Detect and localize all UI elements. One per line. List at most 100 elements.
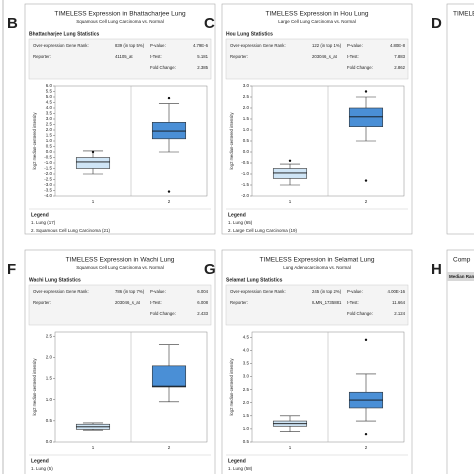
y-tick-label: 0.5: [243, 138, 250, 143]
y-tick-label: 1.0: [243, 127, 250, 132]
outlier: [167, 190, 171, 193]
x-tick-label: 1: [92, 199, 95, 204]
stat-value: 2.862: [394, 65, 405, 70]
stat-value: 2.433: [197, 311, 208, 316]
stat-value: 11.664: [392, 300, 405, 305]
y-tick-label: 0.0: [46, 149, 53, 154]
y-tick-label: -1.0: [241, 171, 249, 176]
stat-label: t-Test:: [347, 54, 359, 59]
stat-value: 7.883: [394, 54, 405, 59]
chart-title: TIMELESS Expression in Bhattacharjee Lun…: [54, 11, 186, 18]
box: [272, 168, 308, 179]
y-tick-label: 4.5: [46, 100, 53, 105]
outlier: [167, 96, 171, 100]
box: [75, 157, 111, 169]
y-tick-label: -0.5: [241, 160, 249, 165]
y-axis-label: log2 median-centered intensity: [32, 112, 37, 170]
stats-box: [28, 284, 212, 326]
stat-value: 5.181: [197, 54, 208, 59]
legend-title: Legend: [31, 458, 49, 464]
stat-label: t-Test:: [150, 54, 162, 59]
stats-box: [225, 38, 409, 80]
y-tick-label: 0.0: [46, 439, 53, 444]
stat-value: 4.80E-8: [390, 43, 406, 48]
y-tick-label: 1.5: [243, 116, 250, 121]
legend-entry: 1. Lung (5): [31, 466, 53, 471]
chart-subtitle: Squamous Cell Lung Carcinoma vs. Normal: [76, 19, 164, 24]
y-tick-label: 2.5: [243, 387, 250, 392]
y-tick-label: 3.0: [243, 83, 250, 88]
stat-label: t-Test:: [150, 300, 162, 305]
stat-label: t-Test:: [347, 300, 359, 305]
outlier: [364, 90, 368, 93]
stat-value: 6.008: [197, 300, 208, 305]
stat-label: P-value:: [150, 289, 166, 294]
box: [348, 107, 384, 128]
y-tick-label: 6.0: [46, 83, 53, 88]
y-tick-label: -4.0: [44, 193, 52, 198]
y-tick-label: 2.5: [46, 122, 53, 127]
legend-entry: 1. Lung (65): [228, 220, 253, 225]
stat-value: 203046_s_at: [115, 300, 141, 305]
y-tick-label: 2.0: [243, 400, 250, 405]
x-tick-label: 2: [365, 445, 368, 450]
stat-value: 41105_at: [115, 54, 133, 59]
chart-title: TIMELESS Expression in Wachi Lung: [66, 257, 175, 264]
outlier: [288, 159, 292, 162]
legend-entry: 1. Lung (17): [31, 220, 56, 225]
partial-text: Comp: [453, 257, 471, 264]
box: [151, 365, 187, 388]
stat-value: 203046_s_at: [312, 54, 338, 59]
stats-box: [225, 284, 409, 326]
stats-title: Hou Lung Statistics: [226, 31, 273, 37]
y-tick-label: 1.5: [46, 133, 53, 138]
partial-extra: Median Rank: [449, 274, 474, 279]
stat-label: P-value:: [347, 289, 363, 294]
legend-entry: 2. Squamous Cell Lung Carcinoma (21): [31, 228, 111, 233]
chart-subtitle: Squamous Cell Lung Carcinoma vs. Normal: [76, 265, 164, 270]
x-tick-label: 1: [289, 199, 292, 204]
y-tick-label: 1.5: [243, 413, 250, 418]
panel-letter: F: [7, 261, 16, 278]
stat-label: Reporter:: [33, 300, 51, 305]
panel-letter: D: [431, 15, 442, 32]
x-tick-label: 2: [365, 199, 368, 204]
y-tick-label: -2.0: [44, 171, 52, 176]
stat-label: Over-expression Gene Rank:: [33, 43, 89, 48]
stat-value: 4.79E-6: [193, 43, 209, 48]
y-tick-label: 2.0: [243, 105, 250, 110]
x-tick-label: 1: [289, 445, 292, 450]
chart-subtitle: Lung Adenocarcinoma vs. Normal: [283, 265, 351, 270]
y-tick-label: 2.5: [243, 94, 250, 99]
chart-subtitle: Large Cell Lung Carcinoma vs. Normal: [278, 19, 356, 24]
panel-letter: C: [204, 15, 215, 32]
y-tick-label: 5.5: [46, 89, 53, 94]
y-tick-label: 2.5: [46, 333, 53, 338]
stat-value: 839 (in top 5%): [115, 43, 145, 48]
y-tick-label: -3.0: [44, 182, 52, 187]
stat-label: Fold Change:: [347, 311, 373, 316]
stat-value: 6.004: [197, 289, 208, 294]
stat-label: Fold Change:: [150, 311, 176, 316]
stat-value: 122 (in top 1%): [312, 43, 342, 48]
y-tick-label: 1.0: [46, 397, 53, 402]
legend-title: Legend: [228, 212, 246, 218]
stat-label: P-value:: [150, 43, 166, 48]
stat-value: 245 (in top 2%): [312, 289, 342, 294]
stat-label: Reporter:: [230, 54, 248, 59]
stat-label: Over-expression Gene Rank:: [230, 289, 286, 294]
stats-title: Selamat Lung Statistics: [226, 277, 283, 283]
y-tick-label: -1.0: [44, 160, 52, 165]
y-tick-label: 1.5: [46, 376, 53, 381]
y-tick-label: 5.0: [46, 94, 53, 99]
stat-label: Reporter:: [33, 54, 51, 59]
y-tick-label: 2.0: [46, 127, 53, 132]
stat-value: 786 (in top 7%): [115, 289, 145, 294]
legend-title: Legend: [31, 212, 49, 218]
stat-label: P-value:: [347, 43, 363, 48]
y-tick-label: -2.0: [241, 193, 249, 198]
stats-title: Wachi Lung Statistics: [29, 277, 81, 283]
outlier: [364, 432, 368, 436]
y-tick-label: 4.0: [46, 105, 53, 110]
y-tick-label: -3.5: [44, 188, 52, 193]
